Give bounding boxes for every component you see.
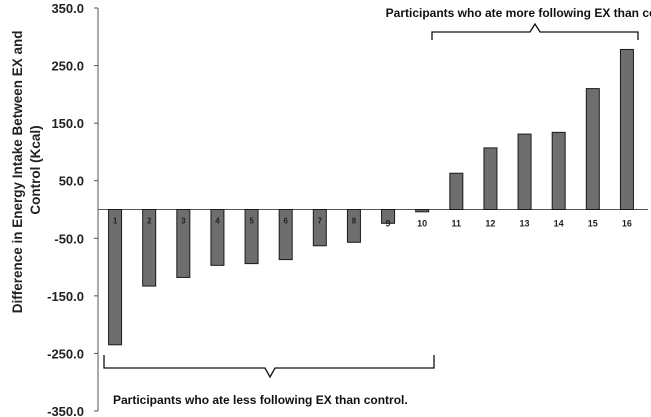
bar-participant-8	[346, 209, 361, 243]
bar-label: 9	[386, 219, 391, 229]
bar-participant-13	[517, 133, 532, 210]
y-tick-label: -350.0	[47, 404, 84, 417]
brace-less	[103, 355, 435, 379]
y-axis-ticks: 350.0 250.0 150.0 50.0 -50.0 -150.0 -250.0 -350…	[47, 1, 98, 417]
bar-participant-9	[381, 209, 396, 224]
bar-label: 3	[181, 217, 186, 226]
annotation-more: Participants who ate more following EX t…	[386, 6, 651, 20]
bar-participant-16	[619, 48, 634, 210]
bar-participant-2	[142, 209, 157, 287]
bar-label: 7	[318, 217, 323, 226]
bar-label: 11	[452, 219, 462, 229]
bar-label: 4	[215, 217, 220, 226]
y-axis-label-line1: Difference in Energy Intake Between EX a…	[10, 30, 25, 313]
bar-label: 12	[485, 219, 495, 229]
bar-label: 5	[249, 217, 254, 226]
bar-label: 13	[520, 219, 530, 229]
bar-participant-4	[210, 209, 225, 266]
bar-label: 1	[113, 217, 118, 226]
y-tick-label: 150.0	[51, 116, 84, 131]
y-tick-label: 250.0	[51, 59, 84, 74]
y-axis-label: Difference in Energy Intake Between EX a…	[10, 27, 43, 314]
bar-participant-1	[108, 209, 123, 346]
y-tick-label: -250.0	[47, 346, 84, 361]
bar-label: 10	[417, 219, 427, 229]
bar-participant-10	[415, 209, 430, 213]
bar-participant-3	[176, 209, 191, 278]
bar-participant-11	[449, 172, 464, 210]
bar-label: 16	[622, 219, 632, 229]
bar-participant-14	[551, 131, 566, 210]
bar-label: 2	[147, 217, 152, 226]
bar-participant-12	[483, 147, 498, 211]
y-tick-label: -50.0	[54, 231, 84, 246]
bar-participant-15	[585, 88, 600, 210]
bars-group	[108, 48, 634, 346]
bar-participant-5	[244, 209, 259, 265]
y-tick-label: 50.0	[59, 174, 84, 189]
bar-label: 14	[554, 219, 564, 229]
brace-more	[431, 22, 639, 40]
y-tick-label: -150.0	[47, 289, 84, 304]
bar-participant-6	[278, 209, 293, 261]
bar-label: 15	[588, 219, 598, 229]
bar-label: 6	[283, 217, 288, 226]
bar-participant-7	[312, 209, 327, 247]
bar-labels-group: 1 2 3 4 5 6 7 8 9 10 11 12 13 14 15 16	[113, 217, 632, 229]
bar-label: 8	[352, 217, 357, 226]
annotation-less: Participants who ate less following EX t…	[113, 393, 408, 407]
y-axis-label-line2: Control (Kcal)	[28, 125, 43, 214]
y-tick-label: 350.0	[51, 1, 84, 16]
